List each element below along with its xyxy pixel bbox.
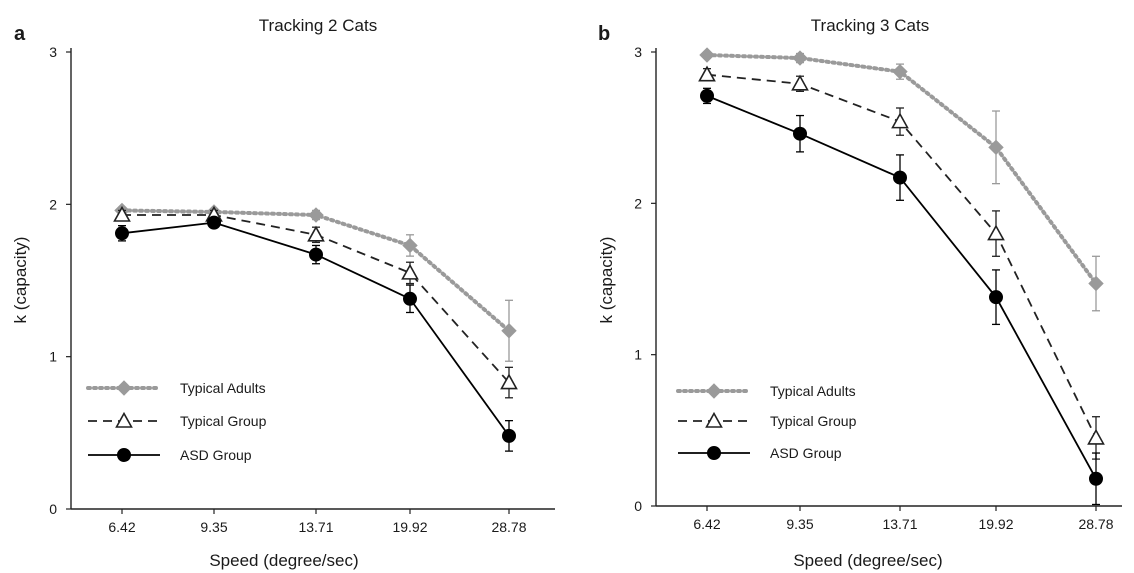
x-tick-label: 9.35 [200,519,227,535]
y-tick-label: 3 [634,44,642,60]
triangle-marker [891,112,909,129]
legend-label: ASD Group [770,445,842,461]
x-tick-label: 28.78 [491,519,526,535]
legend-label: Typical Adults [180,380,266,396]
x-tick-label: 13.71 [298,519,333,535]
legend-item-typical-adults: Typical Adults [86,380,266,396]
series-typical-group [698,65,1105,460]
legend-label: Typical Group [770,413,857,429]
triangle-marker [705,411,723,428]
x-tick-label: 19.92 [978,516,1013,532]
diamond-marker [988,139,1004,156]
circle-marker [207,215,221,230]
triangle-marker [791,74,809,91]
series-line [706,95,1097,480]
circle-marker [403,291,417,306]
circle-marker [700,88,714,103]
y-tick-label: 1 [634,347,642,363]
legend-item-asd-group: ASD Group [678,445,842,461]
y-tick-label: 0 [49,501,57,517]
y-axis-label: k (capacity) [597,237,616,324]
x-tick-label: 6.42 [108,519,135,535]
series-typical-adults [699,47,1104,312]
panel-letter: a [14,23,26,45]
panel-letter: b [598,23,610,45]
circle-marker [989,290,1003,305]
triangle-marker [401,263,419,280]
legend-item-typical-group: Typical Group [678,411,857,429]
circle-marker [117,448,131,462]
legend-label: Typical Group [180,413,267,429]
x-tick-label: 19.92 [392,519,427,535]
diamond-marker [1088,275,1104,292]
legend-item-typical-adults: Typical Adults [676,383,856,399]
circle-marker [115,226,129,241]
triangle-marker [307,225,325,242]
axes: 0 1 2 3 6.42 9.35 13.71 19.92 28.78 [49,44,555,535]
legend-label: Typical Adults [770,383,856,399]
legend: Typical Adults Typical Group ASD Group [86,380,267,463]
legend-item-typical-group: Typical Group [88,411,267,429]
y-tick-label: 3 [49,44,57,60]
plot-area [698,47,1105,506]
series-typical-group [113,205,518,399]
triangle-marker [987,224,1005,241]
diamond-marker [699,47,715,63]
diamond-marker [116,380,132,396]
y-tick-label: 2 [49,196,57,212]
y-axis-label: k (capacity) [11,237,30,324]
series-line [706,73,1097,439]
x-tick-label: 9.35 [786,516,813,532]
x-tick-label: 13.71 [882,516,917,532]
triangle-marker [500,373,518,390]
series-asd-group [115,215,516,452]
y-tick-label: 1 [49,349,57,365]
circle-marker [502,428,516,443]
circle-marker [707,446,721,460]
diamond-marker [892,63,908,80]
circle-marker [1089,471,1103,486]
chart-title: Tracking 3 Cats [811,16,929,35]
panel-b: b Tracking 3 Cats Speed (degree/sec) k (… [597,16,1122,570]
legend-label: ASD Group [180,447,252,463]
x-axis-label: Speed (degree/sec) [209,551,358,570]
series-asd-group [700,87,1103,506]
diamond-marker [501,323,517,339]
x-axis-label: Speed (degree/sec) [793,551,942,570]
diamond-marker [402,237,418,254]
x-tick-label: 6.42 [693,516,720,532]
series-line [705,53,1098,286]
x-tick-label: 28.78 [1078,516,1113,532]
triangle-marker [1087,428,1105,445]
chart-title: Tracking 2 Cats [259,16,377,35]
circle-marker [309,247,323,262]
y-tick-label: 0 [634,498,642,514]
legend: Typical Adults Typical Group ASD Group [676,383,857,461]
diamond-marker [792,50,808,66]
plot-area [113,202,518,452]
legend-item-asd-group: ASD Group [88,447,252,463]
triangle-marker [115,411,133,428]
panel-a: a Tracking 2 Cats Speed (degree/sec) k (… [11,16,555,570]
y-tick-label: 2 [634,195,642,211]
diamond-marker [308,207,324,223]
circle-marker [893,170,907,185]
triangle-marker [113,205,131,222]
axes: 0 1 2 3 6.42 9.35 13.71 19.92 28.78 [634,44,1122,532]
triangle-marker [698,65,716,82]
circle-marker [793,126,807,141]
diamond-marker [706,383,722,399]
